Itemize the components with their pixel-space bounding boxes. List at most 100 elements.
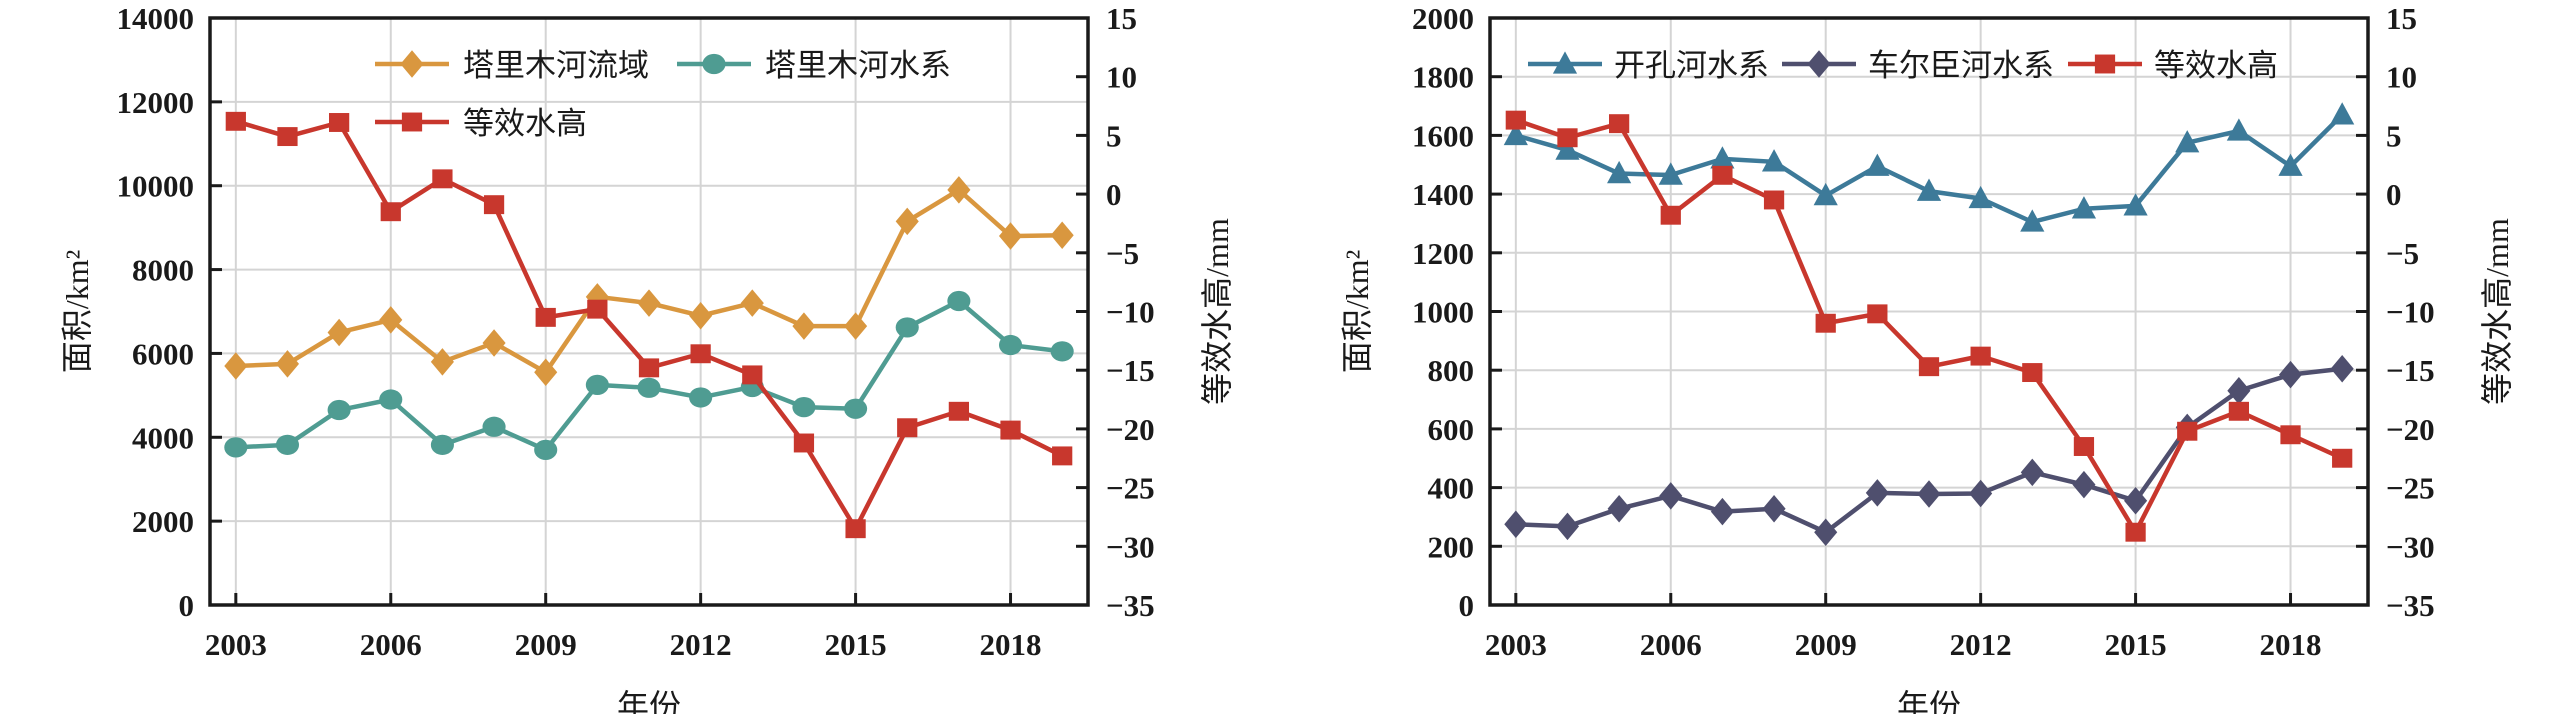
y-axis-right-tick-label: −30 [1106, 529, 1155, 564]
x-axis-tick-label: 2006 [1640, 627, 1702, 662]
data-point-marker [792, 396, 816, 418]
data-point-marker [1970, 346, 1991, 366]
data-point-marker [1865, 479, 1889, 507]
y-axis-left-tick-label: 0 [1459, 588, 1475, 623]
data-point-marker [2125, 522, 2146, 542]
series-line [233, 119, 1065, 531]
legend-marker [400, 50, 424, 78]
legend-label: 车尔臣河水系 [1868, 48, 2054, 83]
data-point-marker [792, 312, 816, 340]
data-point-marker [637, 377, 661, 398]
y-axis-right-tick-label: −20 [2386, 412, 2435, 447]
data-point-marker [895, 207, 919, 236]
y-axis-left-tick-label: 0 [179, 588, 195, 623]
y-axis-left-title: 面积/km² [1339, 250, 1375, 373]
y-axis-right-tick-label: −15 [2386, 353, 2435, 388]
data-point-marker [1607, 160, 1632, 184]
data-point-marker [793, 433, 815, 453]
data-point-marker [2280, 425, 2301, 445]
data-point-marker [1504, 510, 1528, 539]
y-axis-left-tick-label: 4000 [132, 420, 194, 455]
data-point-marker [1505, 110, 1526, 130]
y-axis-right-tick-label: 15 [1106, 1, 1137, 36]
y-axis-right-tick-label: 0 [1106, 177, 1122, 212]
series-2 [224, 290, 1074, 460]
series-3 [225, 111, 1073, 539]
data-point-marker [224, 352, 248, 380]
data-point-marker [430, 348, 454, 376]
data-point-marker [585, 374, 609, 395]
data-point-marker [1917, 480, 1941, 508]
y-axis-right-tick-label: −30 [2386, 529, 2435, 564]
legend-item[interactable]: 塔里木河水系 [677, 48, 951, 83]
gridlines [210, 17, 1088, 605]
data-point-marker [1658, 162, 1683, 185]
y-axis-right-tick-label: 10 [2386, 60, 2417, 95]
data-point-marker [1712, 165, 1733, 185]
x-axis-tick-label: 2012 [1950, 627, 2012, 662]
data-point-marker [534, 439, 558, 460]
x-axis-tick-label: 2003 [205, 627, 267, 662]
data-point-marker [535, 307, 556, 327]
legend-item[interactable]: 等效水高 [375, 106, 587, 141]
y-axis-right-tick-label: −10 [1106, 295, 1155, 330]
x-axis: 2003 2006 2009 2012 2015 2018 [205, 593, 1042, 662]
data-point-marker [380, 202, 401, 222]
y-axis-left-tick-label: 1600 [1412, 118, 1474, 153]
y-axis-left: 0 200 400 600 800 1000 1200 1400 1600 1800 2000 [1412, 1, 1502, 623]
y-axis-left-tick-label: 1200 [1412, 236, 1474, 271]
data-point-marker [948, 401, 970, 421]
data-point-marker [2278, 153, 2303, 176]
y-axis-right-tick-label: 10 [1106, 60, 1137, 95]
y-axis-right-tick-label: 15 [2386, 1, 2417, 36]
data-point-marker [1968, 185, 1993, 209]
data-point-marker [482, 329, 506, 357]
x-axis-tick-label: 2012 [670, 627, 732, 662]
legend-item[interactable]: 等效水高 [2068, 48, 2278, 83]
data-point-marker [2330, 102, 2355, 125]
legend-marker [1807, 50, 1831, 78]
data-point-marker [2073, 437, 2095, 456]
data-point-marker [1000, 420, 1021, 440]
legend-marker [401, 112, 423, 132]
data-point-marker [998, 222, 1023, 250]
x-axis-title: 年份 [1897, 688, 1961, 714]
legend-item[interactable]: 车尔臣河水系 [1782, 48, 2054, 83]
data-point-marker [689, 387, 713, 408]
data-point-marker [2175, 130, 2200, 153]
data-point-marker [327, 399, 351, 421]
y-axis-left-tick-label: 1800 [1412, 60, 1474, 95]
data-point-marker [2072, 470, 2096, 499]
y-axis-right-title: 等效水高/mm [2479, 218, 2515, 405]
legend-item[interactable]: 塔里木河流域 [375, 48, 649, 83]
data-point-marker [2226, 118, 2251, 141]
y-axis-left-tick-label: 8000 [132, 253, 194, 288]
data-point-marker [2071, 196, 2097, 219]
y-axis-left-tick-label: 1400 [1412, 177, 1474, 212]
data-point-marker [2227, 376, 2251, 405]
legend-item[interactable]: 开孔河水系 [1528, 48, 1769, 83]
y-axis-right-tick-label: −20 [1106, 412, 1155, 447]
legend-label: 塔里木河流域 [463, 48, 649, 83]
legend-label: 塔里木河水系 [765, 48, 951, 83]
x-axis-tick-label: 2009 [1795, 627, 1857, 662]
data-point-marker [430, 434, 454, 455]
data-point-marker [947, 290, 971, 312]
x-axis-tick-label: 2018 [980, 627, 1042, 662]
data-point-marker [1555, 137, 1580, 160]
data-point-marker [740, 289, 764, 317]
data-point-marker [638, 358, 660, 378]
y-axis-left-title: 面积/km² [59, 250, 95, 373]
x-axis-tick-label: 2006 [360, 627, 422, 662]
data-point-marker [1607, 494, 1631, 523]
y-axis-right: −35 −30 −25 −20 −15 −10 −5 0 5 10 15 [1076, 1, 1155, 623]
data-point-marker [2123, 193, 2148, 216]
data-point-marker [1815, 313, 1836, 333]
legend-marker [2094, 54, 2116, 74]
x-axis-tick-label: 2003 [1485, 627, 1547, 662]
y-axis-right-tick-label: 0 [2386, 177, 2402, 212]
y-axis-left-tick-label: 12000 [117, 85, 195, 120]
chart-svg: 0 2000 4000 6000 8000 10000 12000 14000 −35 −30 −2… [59, 1, 1235, 714]
